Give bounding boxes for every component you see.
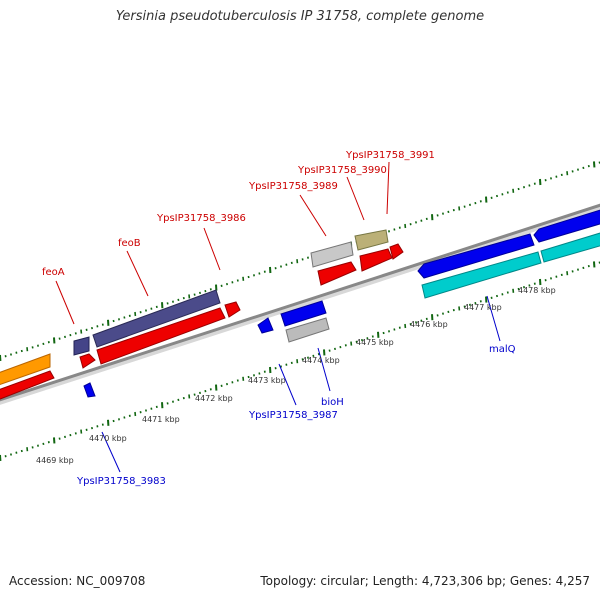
gene-blue-small[interactable] — [257, 317, 274, 334]
gene-feoA[interactable] — [73, 336, 90, 356]
callout-malQ — [486, 295, 501, 342]
label-3990[interactable]: YpsIP31758_3990 — [297, 165, 387, 176]
gene-orange-left[interactable] — [0, 353, 51, 388]
gene-labels: feoA feoB YpsIP31758_3986 YpsIP31758_398… — [42, 150, 516, 487]
gene-red-small-1[interactable] — [79, 353, 96, 369]
ruler-label: 4477 kbp — [464, 303, 502, 312]
ruler-label: 4478 kbp — [518, 286, 556, 295]
ruler-labels: 4469 kbp 4470 kbp 4471 kbp 4472 kbp 4473… — [36, 286, 556, 465]
callout-3986 — [203, 227, 221, 271]
callout-3990 — [346, 176, 365, 221]
genome-backbone — [0, 204, 600, 405]
ruler-label: 4470 kbp — [89, 434, 127, 443]
gene-3986[interactable] — [224, 301, 241, 318]
callout-feoA — [55, 280, 75, 325]
callout-feoB — [126, 250, 149, 297]
callout-3987 — [278, 363, 297, 406]
gene-bioH[interactable] — [285, 317, 330, 343]
gene-3990[interactable] — [354, 229, 389, 251]
label-feoB[interactable]: feoB — [118, 238, 141, 249]
gene-features — [0, 207, 600, 403]
ruler-label: 4469 kbp — [36, 456, 74, 465]
gene-blue-right-2[interactable] — [533, 207, 600, 243]
gene-3987[interactable] — [280, 300, 327, 327]
gene-malQ[interactable] — [421, 251, 542, 299]
gene-red-mid2[interactable] — [359, 248, 393, 272]
ruler-label: 4472 kbp — [195, 394, 233, 403]
label-3991[interactable]: YpsIP31758_3991 — [345, 150, 435, 161]
label-bioH[interactable]: bioH — [321, 397, 344, 408]
callout-3989 — [299, 194, 327, 237]
gene-red-mid[interactable] — [317, 261, 357, 286]
gene-feoB[interactable] — [92, 289, 221, 348]
gene-blue-right-1[interactable] — [417, 233, 535, 279]
label-malQ[interactable]: malQ — [489, 344, 516, 355]
label-callouts — [55, 161, 501, 473]
label-feoA[interactable]: feoA — [42, 267, 65, 278]
gene-3989[interactable] — [310, 241, 354, 268]
gene-cyan-right[interactable] — [540, 230, 600, 263]
genome-title: Yersinia pseudotuberculosis IP 31758, co… — [115, 9, 485, 24]
callout-bioH — [317, 347, 331, 392]
genome-stats-text: Topology: circular; Length: 4,723,306 bp… — [260, 574, 590, 588]
label-3983[interactable]: YpsIP31758_3983 — [76, 476, 166, 487]
gene-red-left[interactable] — [0, 370, 55, 403]
ruler-label: 4476 kbp — [410, 320, 448, 329]
callout-3991 — [386, 161, 390, 215]
label-3986[interactable]: YpsIP31758_3986 — [156, 213, 246, 224]
gene-3983[interactable] — [83, 382, 96, 398]
accession-text: Accession: NC_009708 — [9, 574, 146, 588]
genome-backbone-line — [0, 203, 600, 402]
label-3987[interactable]: YpsIP31758_3987 — [248, 410, 338, 421]
ruler-label: 4471 kbp — [142, 415, 180, 424]
gene-red-long[interactable] — [96, 307, 226, 365]
gene-3991[interactable] — [389, 243, 404, 260]
label-3989[interactable]: YpsIP31758_3989 — [248, 181, 338, 192]
callout-3983 — [101, 431, 121, 473]
ruler-label: 4473 kbp — [248, 376, 286, 385]
ruler-label: 4474 kbp — [302, 356, 340, 365]
ruler-label: 4475 kbp — [356, 338, 394, 347]
